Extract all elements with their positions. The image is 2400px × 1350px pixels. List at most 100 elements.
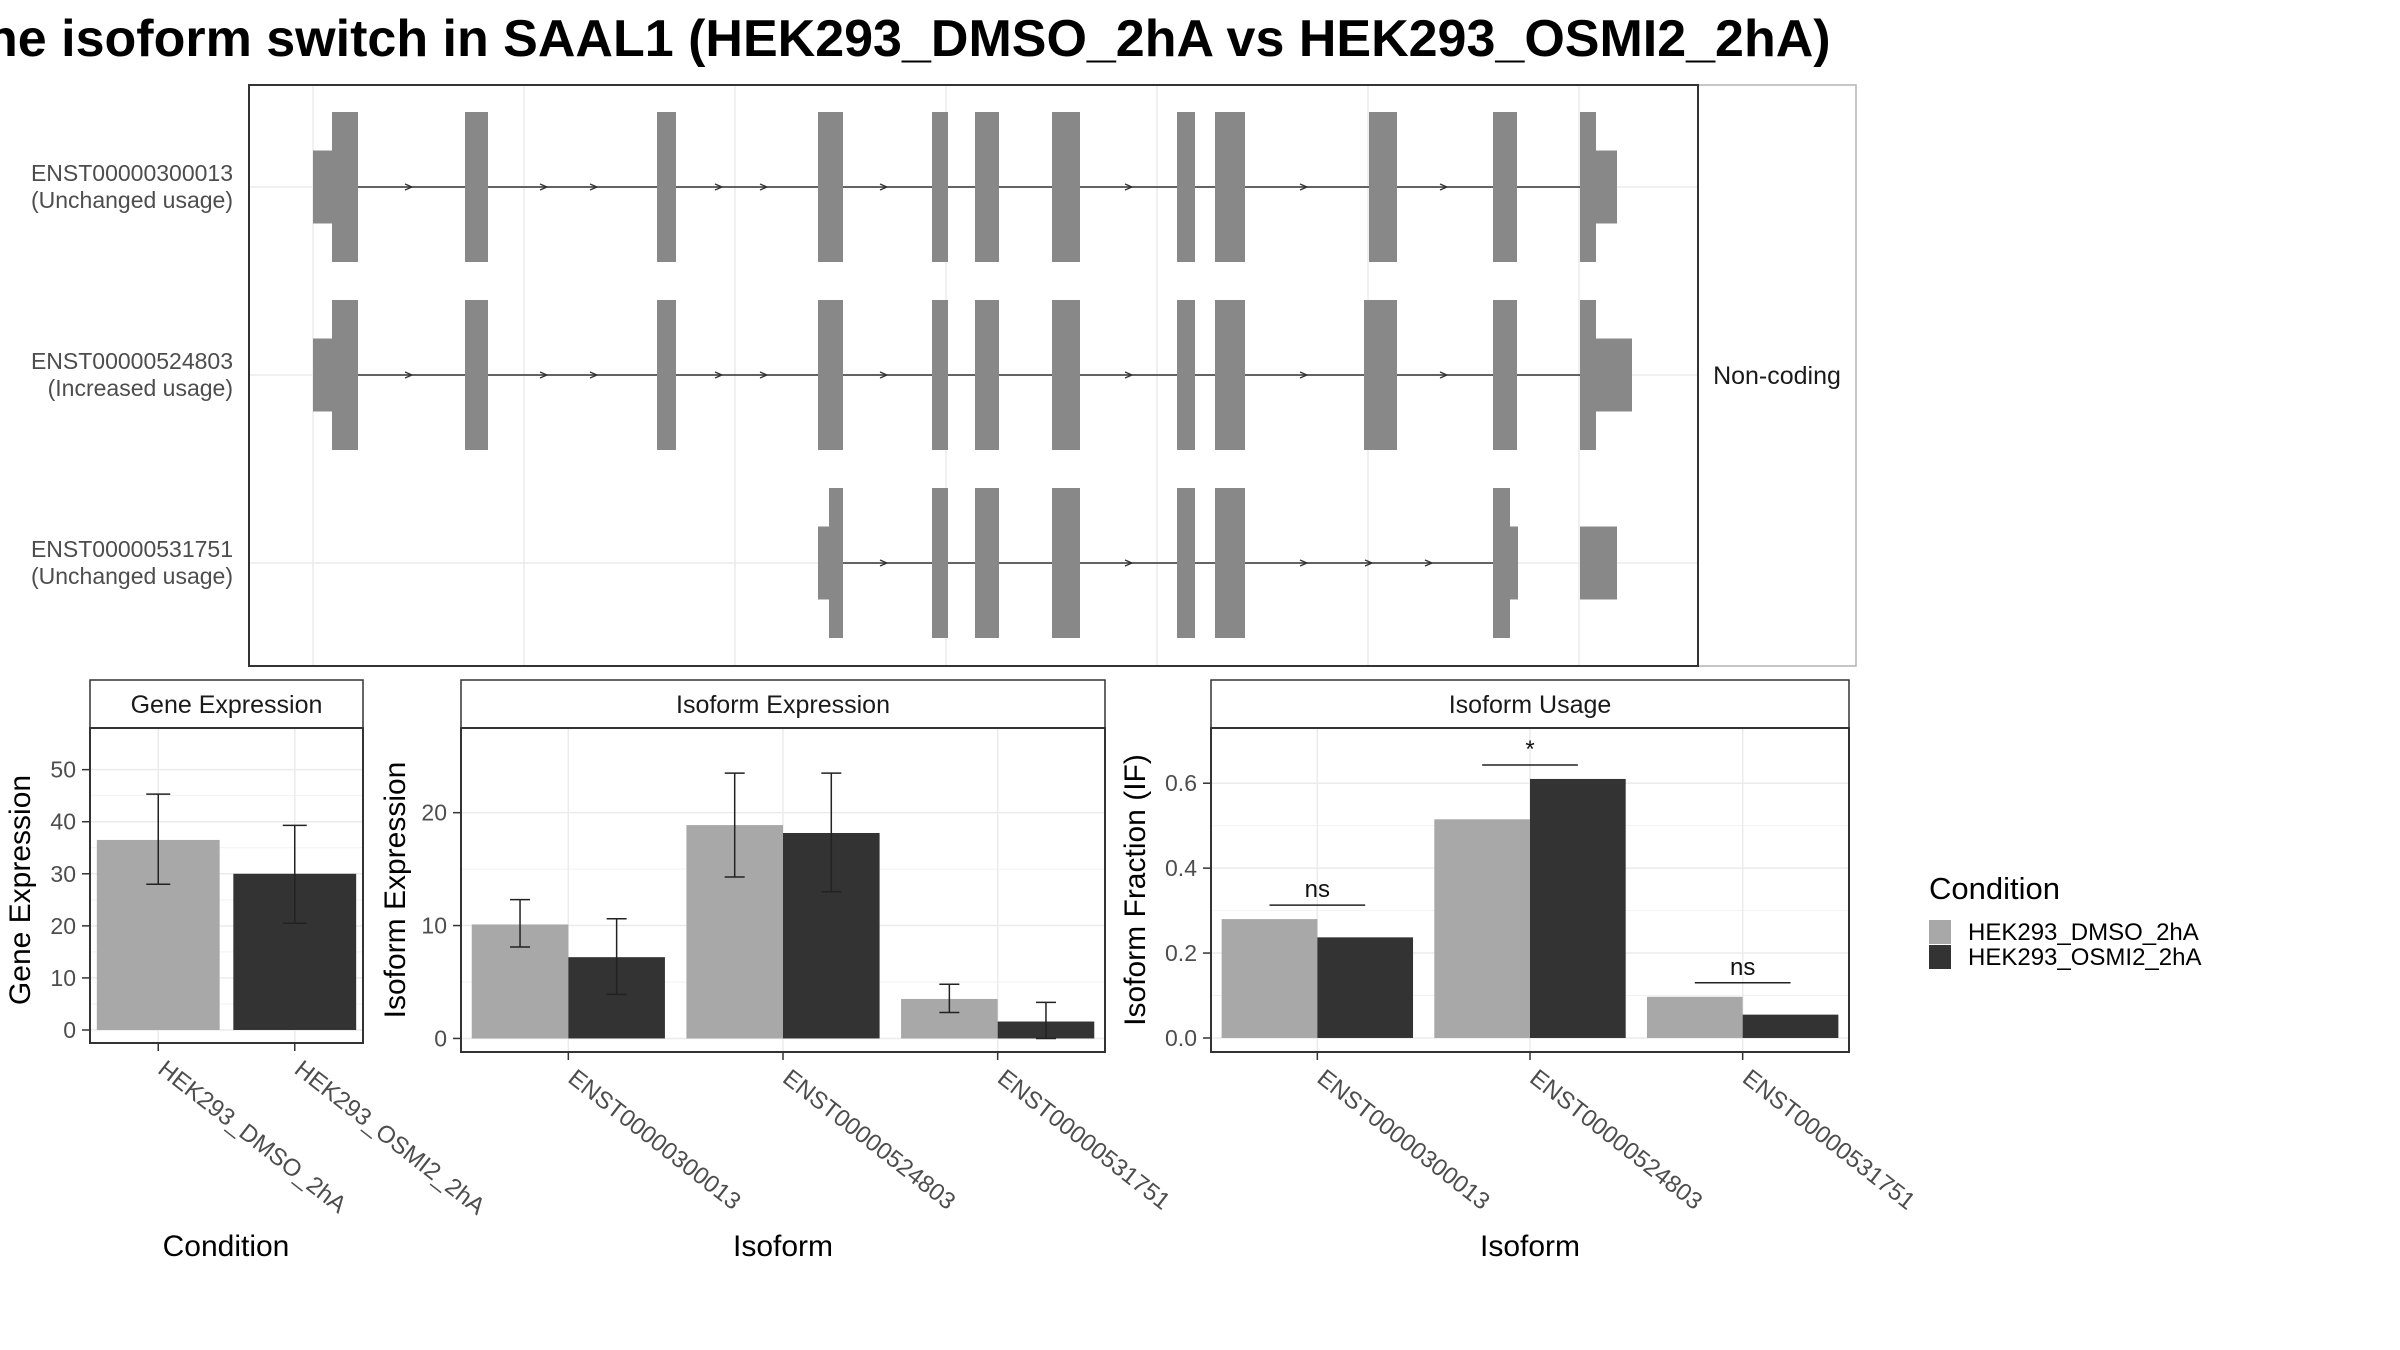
strand-arrow [539, 183, 549, 191]
utr-exon [1596, 150, 1617, 224]
bar [1742, 1014, 1839, 1038]
legend-swatch [1929, 945, 1951, 969]
strand-arrow [879, 559, 889, 567]
legend-item-label: HEK293_OSMI2_2hA [1968, 944, 2201, 971]
strand-arrow [1299, 559, 1309, 567]
chart-panel: Gene Expression01020304050HEK293_DMSO_2h… [4, 679, 490, 1263]
coding-exon [1215, 300, 1245, 450]
y-axis-label: Isoform Fraction (IF) [1119, 754, 1152, 1026]
facet-label: Non-coding [1713, 362, 1841, 390]
strand-arrow [759, 183, 769, 191]
legend-item-label: HEK293_DMSO_2hA [1968, 919, 2199, 946]
chart-panel: Isoform Usage ns * ns 0.0 0.2 0.4 0.6 ENST000003… [1119, 679, 1920, 1263]
transcript-usage-label: (Increased usage) [48, 375, 233, 401]
strand-arrow [759, 371, 769, 379]
transcript-usage-label: (Unchanged usage) [31, 187, 233, 213]
utr-exon [1580, 526, 1617, 600]
x-tick-label: ENST00000531751 [992, 1064, 1175, 1215]
y-tick-label: 40 [50, 809, 76, 835]
transcript-structure-panel: Non-coding ENST00000300013(Unchanged usa… [31, 84, 1857, 667]
bar [1221, 919, 1318, 1038]
x-axis-label: Isoform [1480, 1230, 1580, 1263]
coding-exon [657, 300, 676, 450]
coding-exon [1177, 488, 1195, 638]
coding-exon [1215, 488, 1245, 638]
coding-exon [657, 112, 676, 262]
y-axis-label: Isoform Expression [379, 762, 412, 1019]
panel-title: Isoform Expression [676, 691, 890, 719]
strand-arrow [404, 183, 414, 191]
strand-arrow [1439, 371, 1449, 379]
strand-arrow [1424, 559, 1434, 567]
utr-exon [1510, 526, 1518, 600]
bar [1434, 819, 1530, 1038]
y-tick-label: 10 [421, 913, 447, 939]
coding-exon [829, 488, 843, 638]
strand-arrow [404, 371, 414, 379]
coding-exon [975, 112, 999, 262]
x-tick-label: ENST00000531751 [1737, 1064, 1920, 1215]
panel-title: Gene Expression [131, 691, 323, 719]
legend-title: Condition [1929, 871, 2060, 906]
coding-exon [1052, 112, 1080, 262]
strand-arrow [1124, 371, 1134, 379]
transcript-id-label: ENST00000524803 [31, 348, 233, 374]
significance-label: ns [1305, 876, 1330, 903]
y-tick-label: 50 [50, 757, 76, 783]
coding-exon [932, 488, 948, 638]
utr-exon [313, 338, 332, 412]
plot-border [89, 727, 364, 1044]
x-tick-label: ENST00000300013 [1312, 1064, 1495, 1215]
strand-arrow [1299, 183, 1309, 191]
coding-exon [1177, 300, 1195, 450]
significance-label: * [1525, 736, 1534, 763]
y-tick-label: 0.4 [1165, 855, 1197, 881]
panel-title: Isoform Usage [1449, 691, 1612, 719]
facet-strip [1697, 84, 1857, 667]
transcript-id-label: ENST00000531751 [31, 536, 233, 562]
legend-swatch [1929, 920, 1951, 944]
y-tick-label: 20 [50, 913, 76, 939]
x-tick-label: ENST00000300013 [563, 1064, 746, 1215]
coding-exon [1052, 488, 1080, 638]
coding-exon [465, 112, 488, 262]
strand-arrow [879, 371, 889, 379]
y-tick-label: 0.2 [1165, 940, 1197, 966]
transcript-model [313, 112, 1617, 262]
strand-arrow [539, 371, 549, 379]
y-tick-label: 30 [50, 861, 76, 887]
transcript-id-label: ENST00000300013 [31, 160, 233, 186]
y-tick-label: 10 [50, 965, 76, 991]
bar [1317, 937, 1414, 1038]
y-tick-label: 0 [434, 1025, 447, 1051]
bar [1530, 778, 1626, 1038]
coding-exon [1493, 300, 1517, 450]
coding-exon [1369, 112, 1397, 262]
strand-arrow [1364, 559, 1374, 567]
transcript-model [313, 300, 1632, 450]
coding-exon [332, 112, 358, 262]
utr-exon [1596, 338, 1632, 412]
strand-arrow [589, 371, 599, 379]
y-tick-label: 0.0 [1165, 1025, 1197, 1051]
y-tick-label: 0 [63, 1017, 76, 1043]
utr-exon [313, 150, 332, 224]
coding-exon [818, 112, 843, 262]
coding-exon [932, 112, 948, 262]
coding-exon [1052, 300, 1080, 450]
y-tick-label: 0.6 [1165, 770, 1197, 796]
coding-exon [465, 300, 488, 450]
x-tick-label: ENST00000524803 [778, 1064, 961, 1215]
coding-exon [1580, 112, 1596, 262]
utr-exon [818, 526, 829, 600]
strand-arrow [714, 183, 724, 191]
bar [1646, 996, 1743, 1038]
strand-arrow [1124, 183, 1134, 191]
y-tick-label: 20 [421, 800, 447, 826]
strand-arrow [714, 371, 724, 379]
transcript-plot-border [248, 84, 1699, 667]
strand-arrow [1299, 371, 1309, 379]
coding-exon [1215, 112, 1245, 262]
